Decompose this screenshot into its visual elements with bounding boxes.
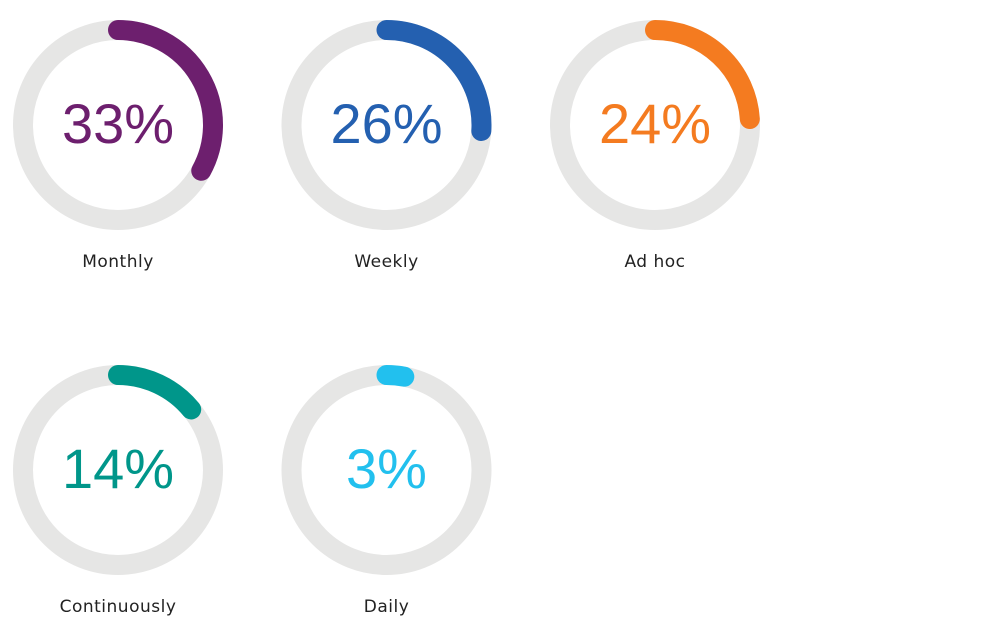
donut-arc xyxy=(376,365,415,387)
category-label: Ad hoc xyxy=(624,252,685,272)
donut-arc xyxy=(108,20,223,181)
category-label: Daily xyxy=(364,597,410,617)
value-label: 26% xyxy=(330,92,442,155)
value-label: 24% xyxy=(599,92,711,155)
category-label: Monthly xyxy=(82,252,154,272)
value-label: 3% xyxy=(346,437,427,500)
donut-arc xyxy=(376,20,492,141)
category-label: Continuously xyxy=(60,597,177,617)
category-label: Weekly xyxy=(354,252,418,272)
donut-arc xyxy=(645,20,760,130)
value-label: 33% xyxy=(62,92,174,155)
donut-arc xyxy=(108,365,202,420)
value-label: 14% xyxy=(62,437,174,500)
